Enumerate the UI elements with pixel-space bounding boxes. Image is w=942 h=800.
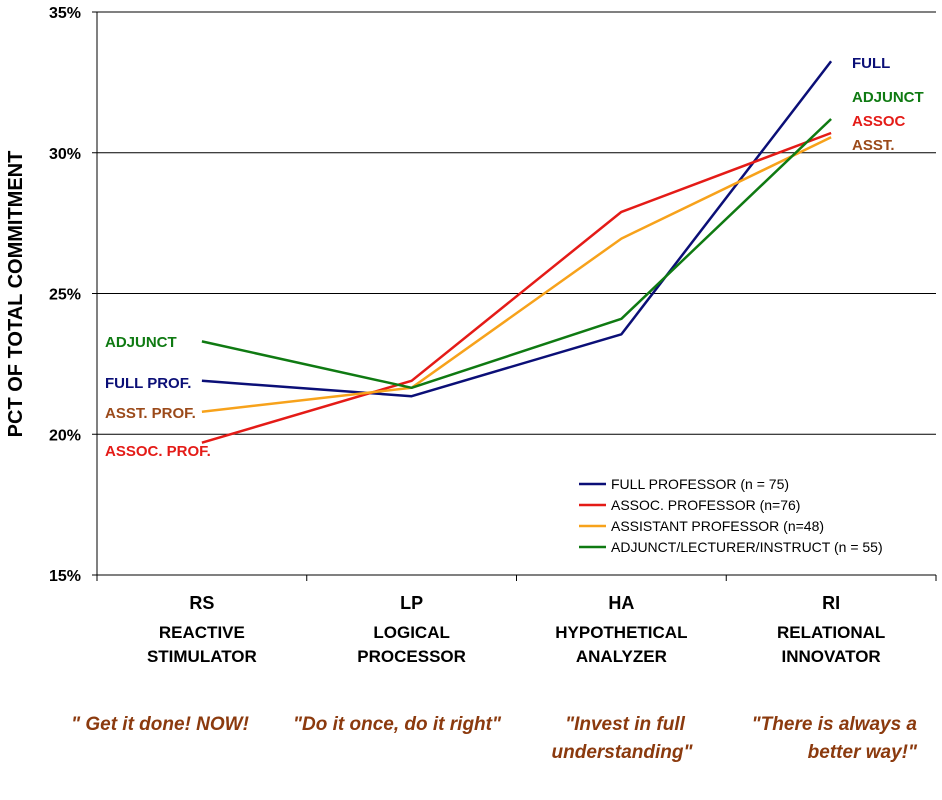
y-tick-label: 25%: [49, 287, 81, 304]
category-motto: better way!": [808, 742, 918, 763]
legend-label: ASSOC. PROFESSOR (n=76): [611, 497, 800, 513]
x-tick-label: LP: [400, 593, 423, 613]
series-line-1: [201, 131, 832, 444]
category-motto: "Invest in full: [565, 714, 686, 735]
series-start-label: ADJUNCT: [105, 334, 177, 351]
series-start-label: FULL PROF.: [105, 375, 191, 392]
series-line-3: [201, 118, 832, 390]
y-axis-label: PCT OF TOTAL COMMITMENT: [5, 151, 27, 438]
category-name-line: RELATIONAL: [777, 623, 885, 642]
series-end-label: ASSOC: [852, 113, 906, 130]
legend-label: ASSISTANT PROFESSOR (n=48): [611, 518, 824, 534]
x-tick-label: RS: [189, 593, 214, 613]
series-lines: [201, 60, 833, 444]
axes: [92, 11, 937, 581]
category-name-line: REACTIVE: [159, 623, 245, 642]
x-tick-label: HA: [608, 593, 634, 613]
series-side-labels: ADJUNCT FULL PROF. ASST. PROF. ASSOC. PROF.…: [105, 55, 924, 460]
category-name-line: HYPOTHETICAL: [555, 623, 687, 642]
legend: FULL PROFESSOR (n = 75) ASSOC. PROFESSOR …: [579, 476, 883, 555]
category-motto: understanding": [552, 742, 694, 763]
y-tick-label: 35%: [49, 5, 81, 22]
category-name-line: STIMULATOR: [147, 647, 257, 666]
grid: [97, 11, 936, 435]
series-end-label: ADJUNCT: [852, 89, 924, 106]
y-tick-label: 20%: [49, 427, 81, 444]
y-tick-labels: 15% 20% 25% 30% 35%: [49, 5, 81, 585]
category-labels: RS REACTIVE STIMULATOR LP LOGICAL PROCESSOR HA…: [71, 593, 918, 763]
category-name-line: LOGICAL: [373, 623, 450, 642]
category-name-line: INNOVATOR: [782, 647, 881, 666]
legend-label: ADJUNCT/LECTURER/INSTRUCT (n = 55): [611, 539, 883, 555]
y-tick-label: 30%: [49, 146, 81, 163]
x-tick-label: RI: [822, 593, 840, 613]
series-end-label: FULL: [852, 55, 890, 72]
category-motto: "There is always a: [752, 714, 918, 735]
category-motto: "Do it once, do it right": [293, 714, 502, 735]
category-motto: " Get it done! NOW!: [71, 714, 249, 735]
series-start-label: ASSOC. PROF.: [105, 443, 211, 460]
series-line-0: [201, 60, 833, 398]
category-name-line: ANALYZER: [576, 647, 667, 666]
legend-label: FULL PROFESSOR (n = 75): [611, 476, 789, 492]
series-line-2: [201, 136, 832, 413]
category-name-line: PROCESSOR: [357, 647, 466, 666]
y-tick-label: 15%: [49, 568, 81, 585]
series-start-label: ASST. PROF.: [105, 405, 196, 422]
series-end-label: ASST.: [852, 137, 895, 154]
